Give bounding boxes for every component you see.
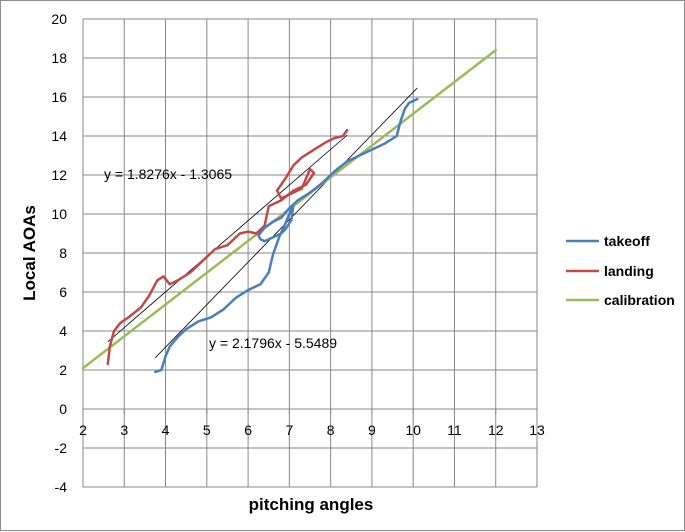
x-tick-label: 11 xyxy=(447,422,462,438)
x-tick-label: 5 xyxy=(203,422,211,438)
x-tick-label: 12 xyxy=(488,422,504,438)
legend-label-takeoff: takeoff xyxy=(604,233,650,249)
x-tick-label: 7 xyxy=(285,422,293,438)
x-tick-label: 13 xyxy=(529,422,545,438)
x-tick-label: 2 xyxy=(79,422,87,438)
x-tick-label: 10 xyxy=(405,422,421,438)
x-axis-title: pitching angles xyxy=(249,495,374,514)
y-tick-label: 6 xyxy=(59,284,67,300)
y-tick-label: 16 xyxy=(51,89,67,105)
y-tick-label: 0 xyxy=(59,401,67,417)
y-tick-label: 12 xyxy=(51,167,67,183)
legend-label-calibration: calibration xyxy=(604,292,675,308)
grid xyxy=(82,18,538,488)
x-tick-label: 8 xyxy=(327,422,335,438)
trendline xyxy=(107,134,348,343)
trendline-equation: y = 1.8276x - 1.3065 xyxy=(104,166,232,182)
trendlines xyxy=(107,87,418,359)
y-tick-label: -4 xyxy=(55,479,68,495)
x-tick-label: 3 xyxy=(120,422,128,438)
legend: takeoff landing calibration xyxy=(566,233,675,308)
series-lines xyxy=(81,48,497,374)
y-tick-label: 20 xyxy=(51,11,67,27)
y-tick-label: 14 xyxy=(51,128,67,144)
y-tick-label: -2 xyxy=(55,440,68,456)
x-tick-label: 9 xyxy=(368,422,376,438)
y-axis-title: Local AOAs xyxy=(20,205,39,301)
y-tick-label: 2 xyxy=(59,362,67,378)
y-tick-label: 18 xyxy=(51,50,67,66)
y-tick-label: 10 xyxy=(51,206,67,222)
legend-label-landing: landing xyxy=(604,263,654,279)
y-tick-label: 8 xyxy=(59,245,67,261)
series-line-takeoff xyxy=(153,97,419,374)
x-tick-label: 4 xyxy=(162,422,170,438)
trendline-equation: y = 2.1796x - 5.5489 xyxy=(209,335,337,351)
trendline-equations: y = 1.8276x - 1.3065 y = 2.1796x - 5.5489 xyxy=(104,166,337,351)
x-tick-label: 6 xyxy=(244,422,252,438)
y-tick-label: 4 xyxy=(59,323,67,339)
series-line-landing xyxy=(106,128,349,366)
